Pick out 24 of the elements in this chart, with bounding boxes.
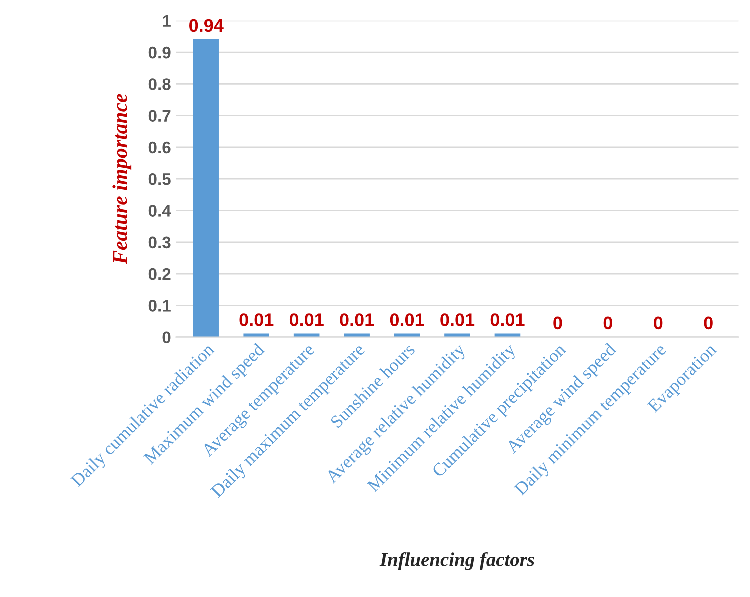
y-tick-label: 0.6 (148, 142, 171, 154)
data-label: 0 (554, 316, 562, 330)
data-label: 0.01 (490, 314, 525, 326)
y-tick-label: 0.4 (148, 205, 172, 217)
data-label: 0.01 (390, 314, 424, 326)
y-tick-label: 0.5 (148, 174, 171, 186)
data-label: 0.01 (290, 314, 324, 326)
y-tick-label: 1 (163, 15, 171, 27)
x-axis-title: Influencing factors (380, 552, 534, 570)
y-tick-label: 0.7 (148, 110, 171, 122)
y-tick-label: 0.2 (148, 268, 171, 280)
data-label: 0 (604, 316, 612, 330)
data-label: 0.01 (440, 314, 475, 326)
data-label: 0.01 (240, 314, 274, 326)
data-label: 0.94 (190, 19, 224, 32)
data-label: 0.01 (340, 314, 374, 326)
y-tick-label: 0.3 (148, 236, 171, 249)
y-tick-label: 0 (162, 332, 171, 344)
y-tick-label: 0.1 (148, 300, 171, 312)
y-tick-label: 0.8 (148, 78, 171, 90)
data-label: 0 (654, 316, 663, 330)
y-tick-label: 0.9 (148, 46, 171, 59)
y-axis-title: Feature importance (112, 94, 132, 264)
data-label: 0 (704, 316, 713, 330)
